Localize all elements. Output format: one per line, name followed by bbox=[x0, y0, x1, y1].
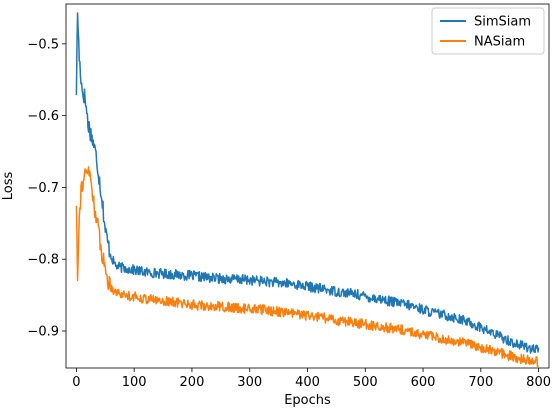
x-tick-label: 700 bbox=[468, 375, 493, 390]
x-tick-label: 100 bbox=[122, 375, 147, 390]
y-tick-label: −0.6 bbox=[27, 109, 59, 124]
x-tick-label: 600 bbox=[411, 375, 436, 390]
x-axis: 0 100 200 300 400 500 600 700 800 bbox=[72, 368, 551, 390]
plot-area bbox=[75, 12, 540, 368]
y-tick-label: −0.7 bbox=[27, 181, 59, 196]
series-line-nasiam bbox=[75, 166, 540, 368]
x-tick-label: 200 bbox=[180, 375, 205, 390]
x-tick-label: 400 bbox=[295, 375, 320, 390]
x-tick-label: 0 bbox=[72, 375, 80, 390]
y-axis: −0.9 −0.8 −0.7 −0.6 −0.5 bbox=[27, 37, 66, 340]
series-line-simsiam bbox=[75, 12, 540, 354]
x-tick-label: 300 bbox=[237, 375, 262, 390]
y-tick-label: −0.8 bbox=[27, 253, 59, 268]
legend-box bbox=[431, 7, 545, 55]
y-tick-label: −0.5 bbox=[27, 37, 59, 52]
y-tick-label: −0.9 bbox=[27, 325, 59, 340]
x-axis-label: Epochs bbox=[284, 393, 331, 408]
legend-label-nasiam: NASiam bbox=[474, 35, 525, 50]
y-axis-label: Loss bbox=[1, 172, 16, 201]
legend: SimSiam NASiam bbox=[431, 7, 545, 55]
legend-label-simsiam: SimSiam bbox=[474, 15, 531, 30]
x-tick-label: 800 bbox=[526, 375, 551, 390]
x-tick-label: 500 bbox=[353, 375, 378, 390]
